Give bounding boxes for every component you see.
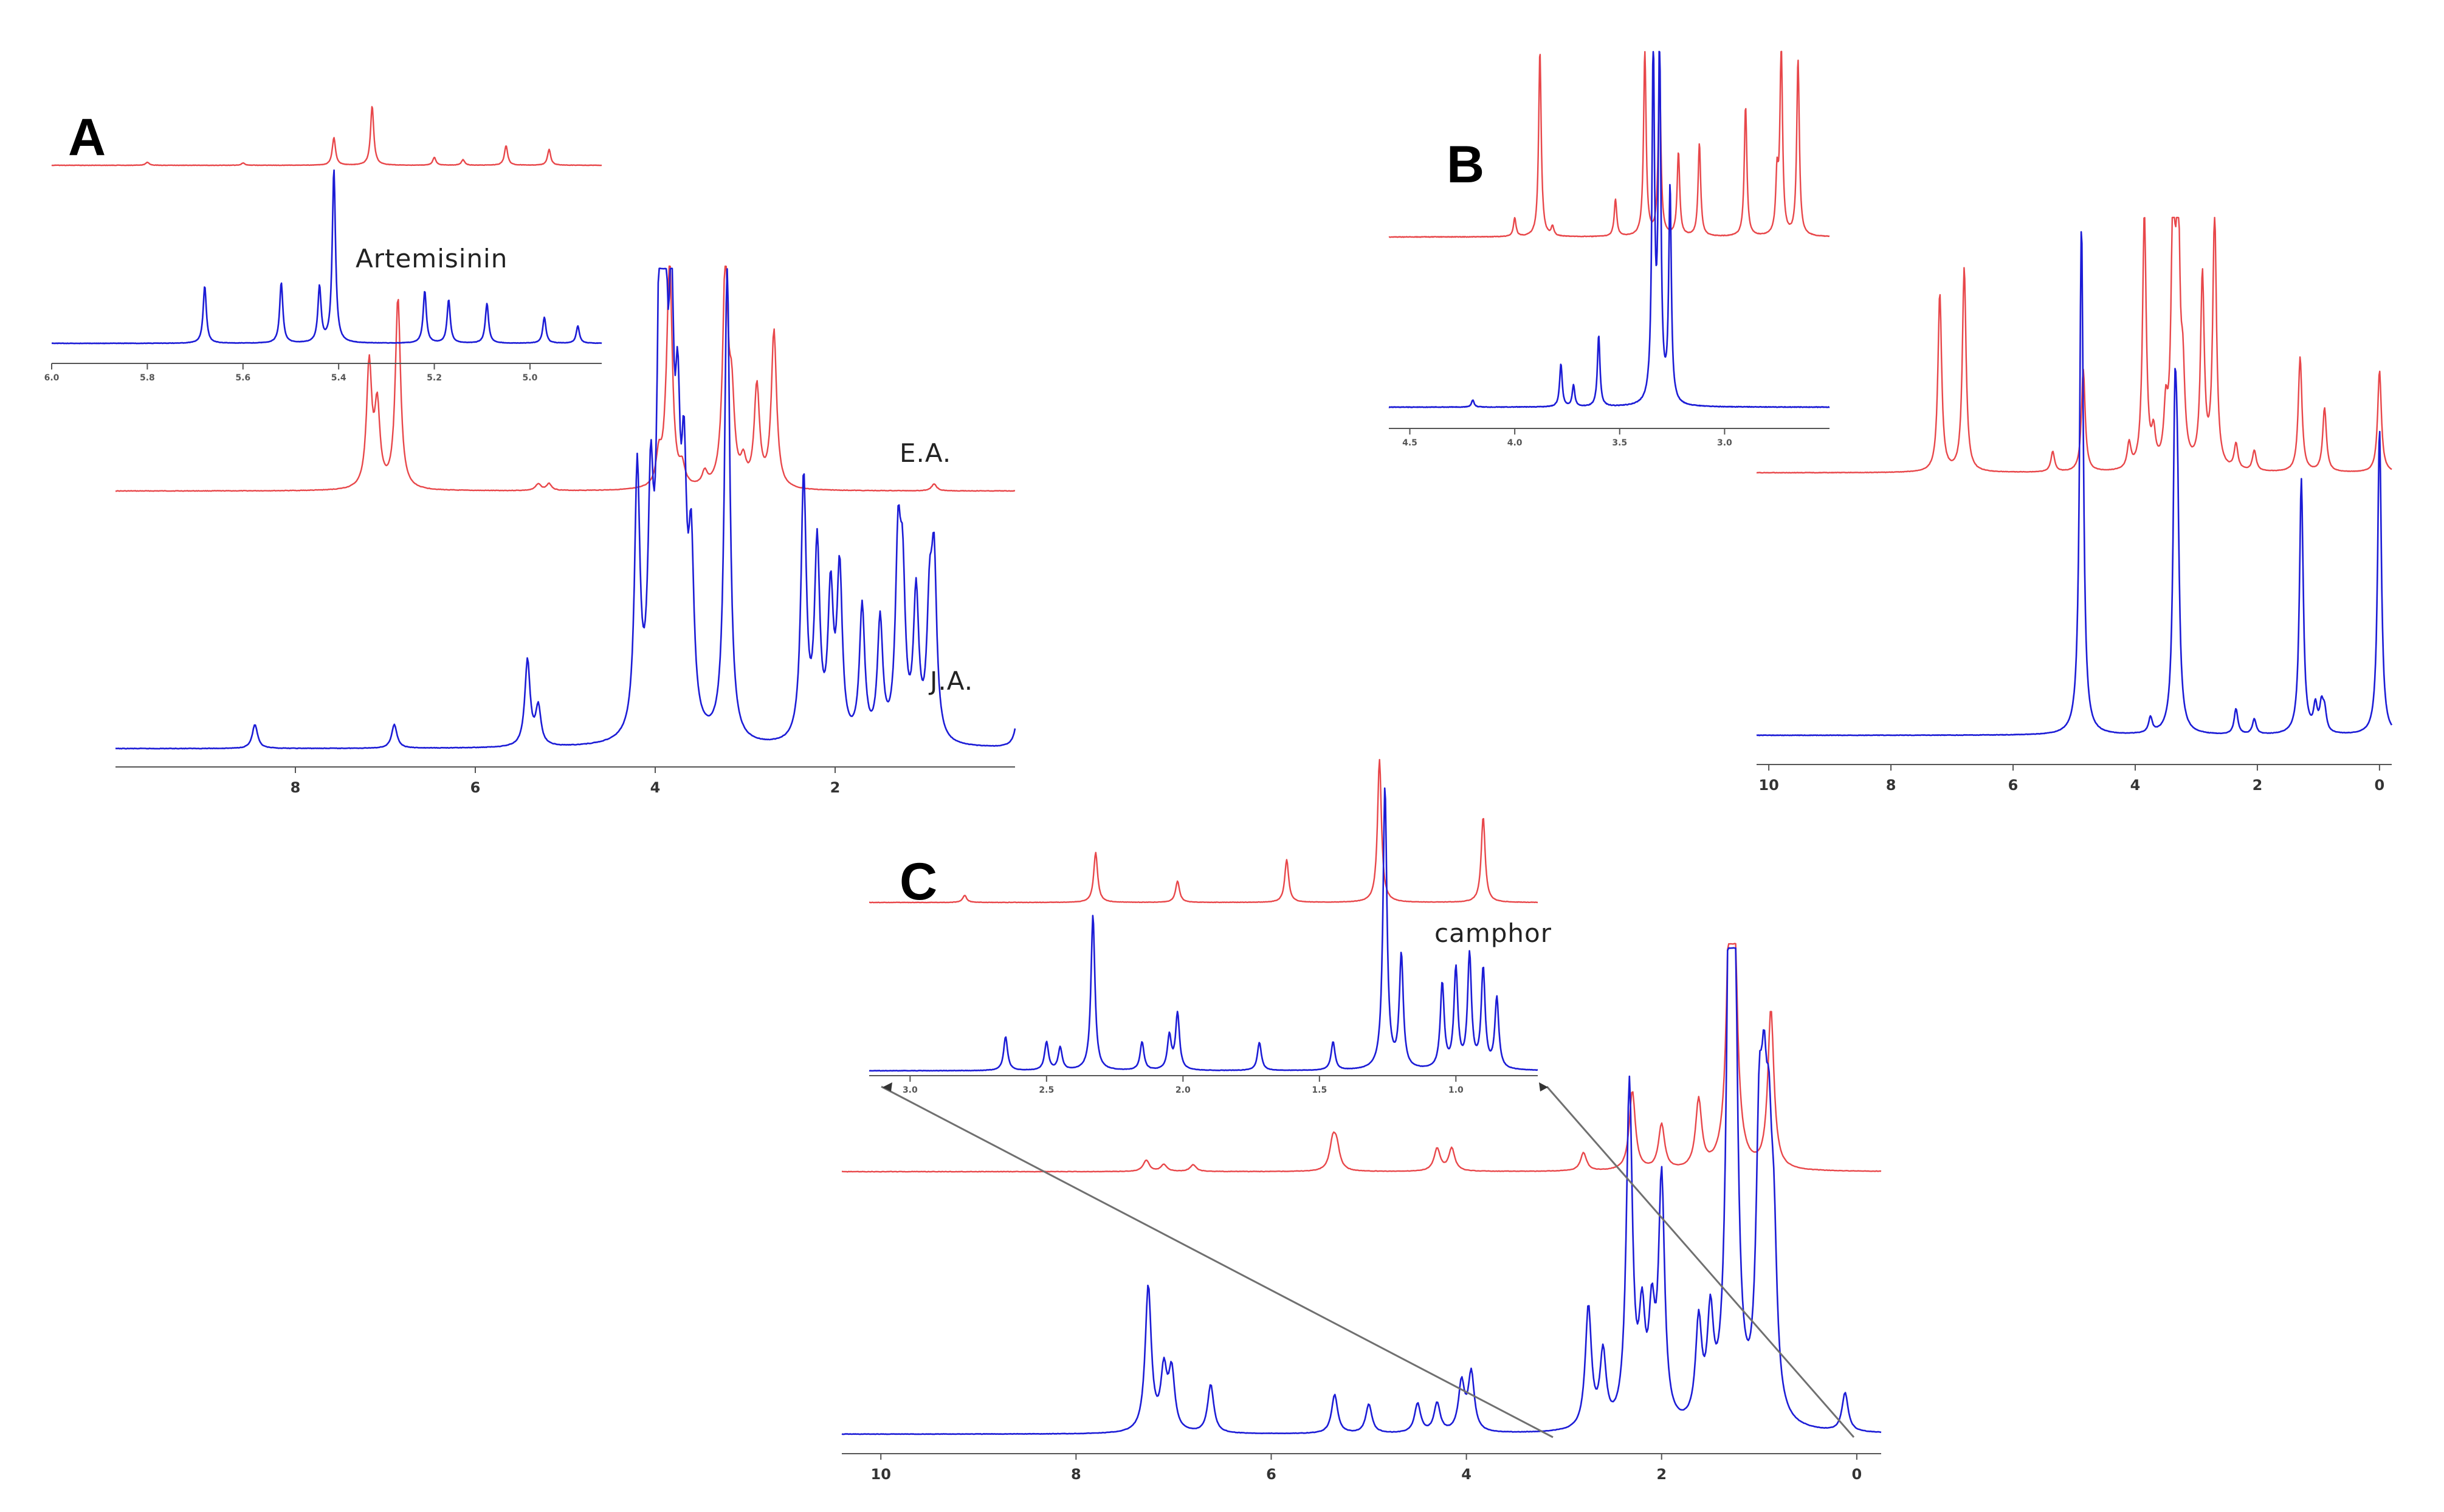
c-main-tick-label: 8 (1071, 1466, 1081, 1483)
a-inset-tick-label: 6.0 (44, 373, 60, 383)
zoom-connector-lines (881, 1082, 1855, 1438)
c-inset-tick-label: 3.0 (903, 1085, 918, 1095)
b-inset-tick-label: 3.0 (1717, 438, 1732, 448)
b-inset-tick-label: 4.0 (1507, 438, 1523, 448)
b-main-spectrum-red (1756, 216, 2392, 474)
b-inset-spectrum-red (1388, 50, 1830, 238)
b-main-tick-label: 4 (2130, 777, 2141, 794)
b-main-tick-label: 8 (1886, 777, 1896, 794)
a-main-spectrum-red (115, 265, 1016, 492)
c-inset-tick-label: 1.0 (1448, 1085, 1464, 1095)
series-label-ja: J.A. (928, 666, 973, 696)
a-inset-tick-label: 5.0 (523, 373, 538, 383)
a-main-tick-label: 4 (650, 779, 661, 796)
zoom-arrow-left (883, 1082, 892, 1091)
b-main-tick-label: 10 (1758, 777, 1778, 794)
zoom-line-left (881, 1085, 1554, 1438)
b-main-tick-label: 0 (2375, 777, 2385, 794)
b-inset-tick-label: 3.5 (1612, 438, 1627, 448)
panel-label-c: C (900, 853, 937, 911)
axes-layer: 8 6 4 2 6.0 5.8 5.6 5.4 5.2 5.0 10 8 6 4 2 0 4.5 4.0 3.5 3.… (44, 363, 2392, 1483)
artemisinin-label: Artemisinin (356, 244, 508, 273)
a-inset-spectrum-blue (51, 169, 602, 345)
a-inset-tick-label: 5.2 (427, 373, 442, 383)
b-main-spectrum-blue (1756, 231, 2393, 737)
a-main-tick-label: 2 (830, 779, 841, 796)
panel-label-a: A (68, 108, 106, 167)
a-inset-tick-label: 5.8 (140, 373, 155, 383)
zoom-arrow-right (1539, 1082, 1548, 1091)
c-main-tick-label: 2 (1656, 1466, 1667, 1483)
b-inset-tick-label: 4.5 (1402, 438, 1417, 448)
c-main-spectrum-red (841, 943, 1882, 1173)
zoom-line-right (1546, 1086, 1855, 1438)
c-inset-spectrum-red (869, 758, 1538, 904)
c-main-spectrum-blue (841, 947, 1882, 1435)
series-label-ea: E.A. (900, 438, 951, 468)
c-inset-tick-label: 2.5 (1039, 1085, 1054, 1095)
spectra-layer (51, 50, 2393, 1435)
c-inset-tick-label: 1.5 (1312, 1085, 1327, 1095)
c-main-tick-label: 6 (1266, 1466, 1276, 1483)
c-inset-spectrum-blue (869, 787, 1538, 1072)
a-main-tick-label: 6 (470, 779, 481, 796)
c-main-tick-label: 10 (871, 1466, 891, 1483)
c-main-tick-label: 4 (1461, 1466, 1472, 1483)
a-main-tick-label: 8 (291, 779, 301, 796)
c-main-tick-label: 0 (1852, 1466, 1862, 1483)
b-main-tick-label: 6 (2008, 777, 2019, 794)
b-inset-spectrum-blue (1388, 50, 1830, 408)
a-inset-spectrum-red (51, 106, 602, 167)
c-inset-tick-label: 2.0 (1176, 1085, 1191, 1095)
panel-label-b: B (1447, 136, 1484, 194)
camphor-label: camphor (1434, 918, 1552, 948)
a-main-spectrum-blue (115, 267, 1016, 750)
a-inset-tick-label: 5.6 (235, 373, 250, 383)
a-inset-tick-label: 5.4 (331, 373, 346, 383)
b-main-tick-label: 2 (2253, 777, 2263, 794)
